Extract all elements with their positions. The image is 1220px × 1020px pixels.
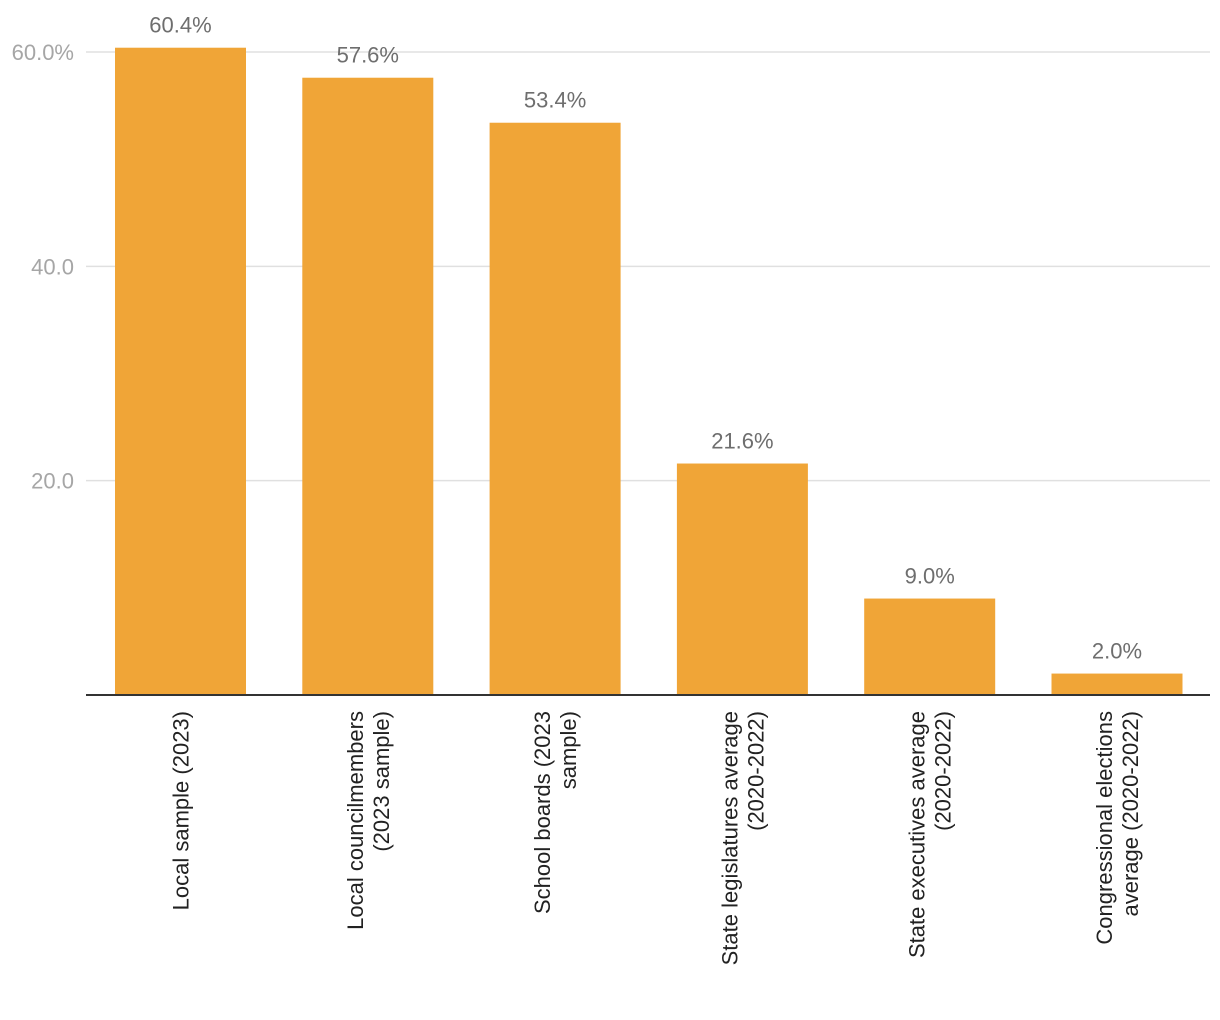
x-tick-label: Local sample (2023) bbox=[169, 711, 194, 910]
x-tick-label-line: State legislatures average bbox=[717, 711, 742, 965]
x-tick-label-line: Local sample (2023) bbox=[169, 711, 194, 910]
x-tick-label-line: (2020-2022) bbox=[743, 711, 768, 831]
grid-layer: 60.0% 40.0 20.0 bbox=[12, 40, 1210, 494]
x-tick-label: State legislatures average (2020-2022) bbox=[717, 711, 768, 965]
bar-layer bbox=[115, 47, 1183, 696]
x-tick-label-line: (2020-2022) bbox=[931, 711, 956, 831]
bar bbox=[1051, 673, 1183, 695]
data-label: 9.0% bbox=[905, 564, 955, 589]
x-tick-label-line: (2023 sample) bbox=[369, 711, 394, 852]
x-tick-label: Congressional elections average (2020-202… bbox=[1092, 711, 1143, 945]
bar bbox=[115, 47, 246, 696]
bar bbox=[864, 598, 996, 695]
x-tick-label-line: Local councilmembers bbox=[343, 711, 368, 930]
x-tick-label-line: State executives average bbox=[905, 711, 930, 958]
data-label-layer: 60.4% 57.6% 53.4% 21.6% 9.0% 2.0% bbox=[149, 13, 1142, 664]
x-tick-label: Local councilmembers (2023 sample) bbox=[343, 711, 394, 930]
bar bbox=[676, 463, 808, 695]
x-axis-labels: Local sample (2023) Local councilmembers(… bbox=[169, 711, 1144, 965]
x-tick-label-line: School boards (2023 bbox=[530, 711, 555, 914]
x-tick-label-line: Congressional elections bbox=[1092, 711, 1117, 945]
data-label: 53.4% bbox=[524, 88, 586, 113]
data-label: 21.6% bbox=[711, 429, 773, 454]
data-label: 2.0% bbox=[1092, 639, 1142, 664]
y-tick-label: 60.0% bbox=[12, 40, 74, 65]
data-label: 60.4% bbox=[149, 13, 211, 38]
x-tick-label: State executives average (2020-2022) bbox=[905, 711, 956, 958]
x-tick-label: School boards (2023 sample) bbox=[530, 711, 581, 914]
bar bbox=[489, 122, 621, 696]
bar bbox=[302, 77, 434, 696]
x-tick-label-line: average (2020-2022) bbox=[1118, 711, 1143, 916]
y-tick-label: 40.0 bbox=[31, 254, 74, 279]
y-tick-label: 20.0 bbox=[31, 469, 74, 494]
data-label: 57.6% bbox=[337, 43, 399, 68]
x-tick-label-line: sample) bbox=[556, 711, 581, 789]
